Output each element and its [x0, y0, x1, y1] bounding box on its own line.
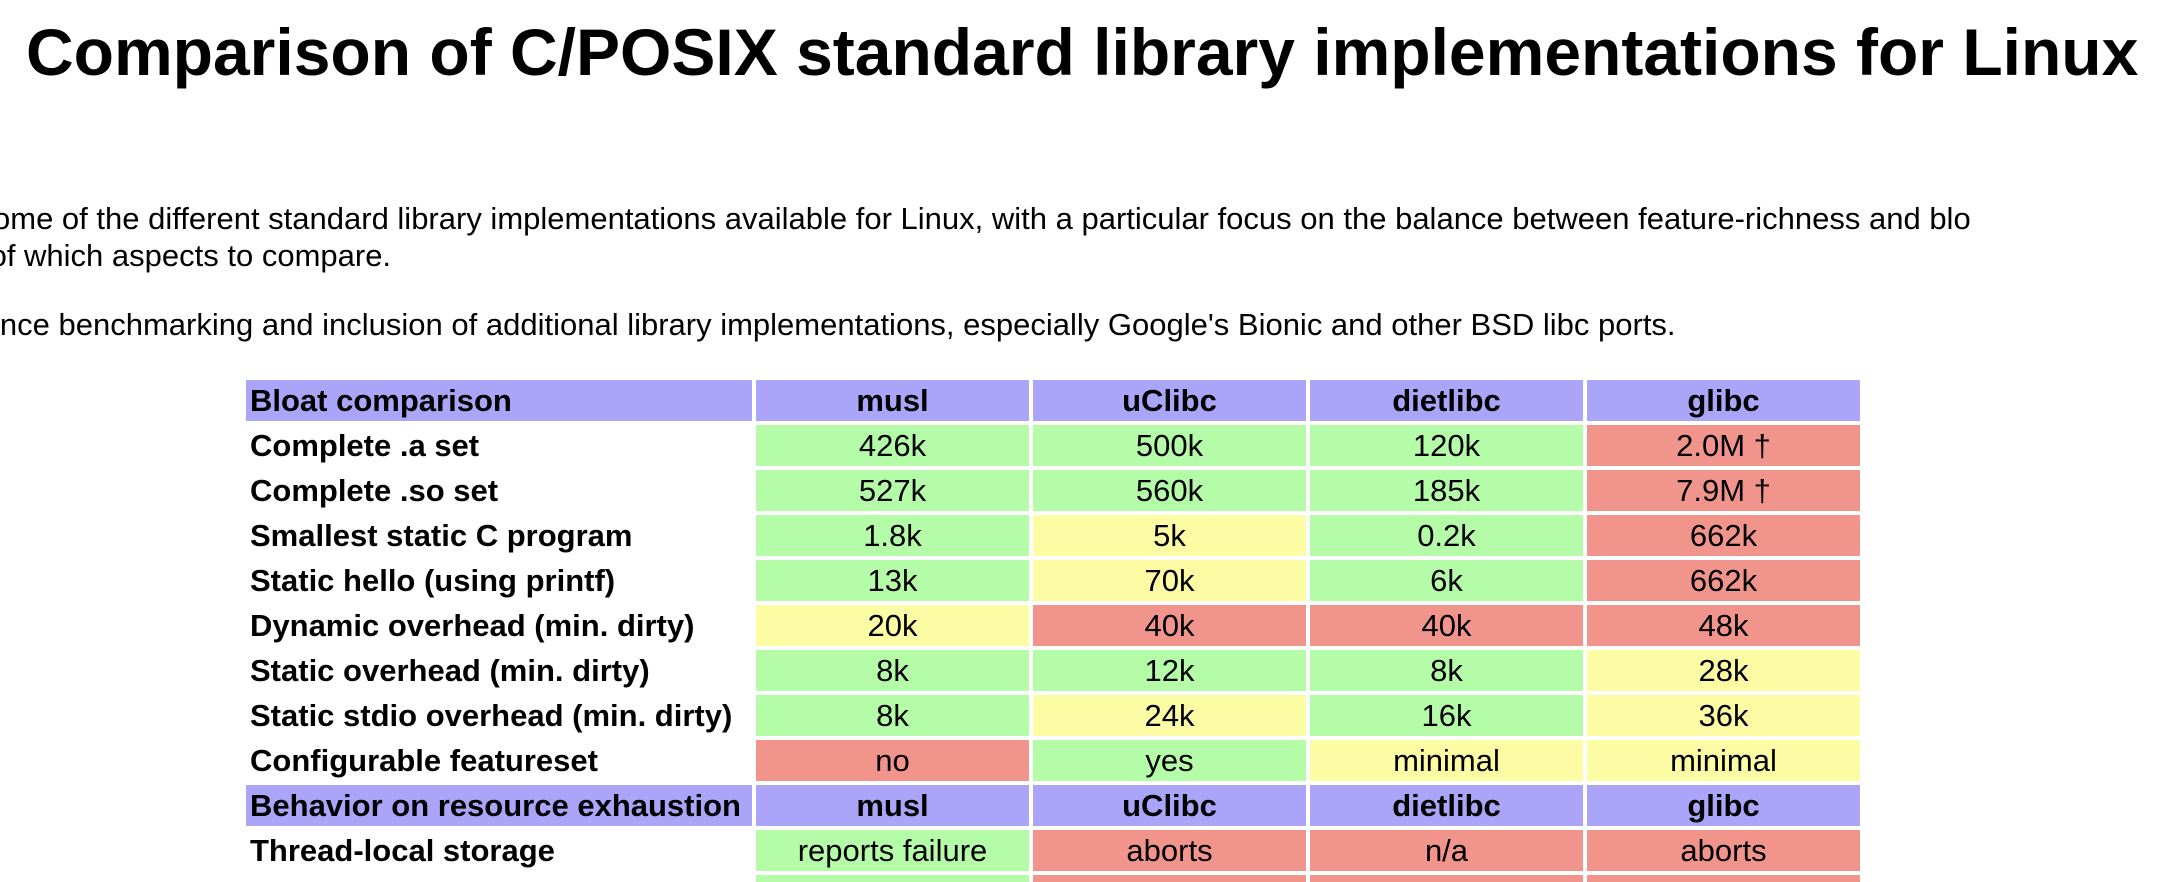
table-cell: 662k: [1587, 515, 1860, 556]
table-row: Smallest static C program 1.8k 5k 0.2k 662k: [246, 515, 1860, 556]
table-cell: 662k: [1587, 560, 1860, 601]
table-cell: 185k: [1310, 470, 1583, 511]
table-cell: n/a: [1310, 830, 1583, 871]
table-section-header: Behavior on resource exhaustion musl uClib…: [246, 785, 1860, 826]
table-cell: 36k: [1587, 695, 1860, 736]
column-header: uClibc: [1033, 380, 1306, 421]
table-cell: aborts: [1033, 830, 1306, 871]
intro-paragraph-1: arison of some of the different standard…: [0, 200, 1971, 274]
row-label: Complete .a set: [250, 428, 480, 463]
table-section-header: Bloat comparison musl uClibc dietlibc glibc: [246, 380, 1860, 421]
table-cell: no: [756, 740, 1029, 781]
table-cell: 120k: [1310, 425, 1583, 466]
row-label: Thread-local storage: [250, 833, 555, 868]
column-header: dietlibc: [1310, 785, 1583, 826]
table-row: SIGEV_THREAD timers no failure n/a n/a lost …: [246, 875, 1860, 882]
table-cell: no failure: [756, 875, 1029, 882]
table-cell: 426k: [756, 425, 1029, 466]
table-cell: 24k: [1033, 695, 1306, 736]
table-cell: minimal: [1587, 740, 1860, 781]
table-row: Static hello (using printf) 13k 70k 6k 662k: [246, 560, 1860, 601]
table-cell: 13k: [756, 560, 1029, 601]
intro-line-2: ny choice of which aspects to compare.: [0, 238, 392, 273]
table-cell: 560k: [1033, 470, 1306, 511]
row-label: Static overhead (min. dirty): [250, 653, 650, 688]
table-cell: 0.2k: [1310, 515, 1583, 556]
table-cell: 28k: [1587, 650, 1860, 691]
table-cell: 5k: [1033, 515, 1306, 556]
table-row: Configurable featureset no yes minimal minim…: [246, 740, 1860, 781]
row-label: Dynamic overhead (min. dirty): [250, 608, 695, 643]
row-label: SIGEV_THREAD timers: [246, 875, 752, 882]
table-cell: aborts: [1587, 830, 1860, 871]
table-row: Static stdio overhead (min. dirty) 8k 24k 1…: [246, 695, 1860, 736]
table-cell: 7.9M †: [1587, 470, 1860, 511]
row-label: Static hello (using printf): [250, 563, 616, 598]
section-title: Bloat comparison: [246, 380, 752, 421]
column-header: dietlibc: [1310, 380, 1583, 421]
table-cell: 2.0M †: [1587, 425, 1860, 466]
table-cell: 500k: [1033, 425, 1306, 466]
section-title: Behavior on resource exhaustion: [246, 785, 752, 826]
column-header: musl: [756, 380, 1029, 421]
table-cell: yes: [1033, 740, 1306, 781]
table-cell: 8k: [756, 695, 1029, 736]
table-row: Static overhead (min. dirty) 8k 12k 8k 28k: [246, 650, 1860, 691]
table-row: Dynamic overhead (min. dirty) 20k 40k 40k 48…: [246, 605, 1860, 646]
comparison-table-body: Bloat comparison musl uClibc dietlibc glibc C…: [246, 380, 1860, 882]
intro-paragraph-2: d performance benchmarking and inclusion…: [0, 307, 1676, 342]
page-title: Comparison of C/POSIX standard library i…: [26, 15, 2139, 89]
row-label: Smallest static C program: [250, 518, 633, 553]
table-cell: 16k: [1310, 695, 1583, 736]
column-header: musl: [756, 785, 1029, 826]
table-row: Thread-local storage reports failure abort…: [246, 830, 1860, 871]
table-cell: 8k: [1310, 650, 1583, 691]
table-cell: n/a: [1033, 875, 1306, 882]
comparison-table: Bloat comparison musl uClibc dietlibc glibc C…: [242, 376, 1864, 882]
table-cell: 70k: [1033, 560, 1306, 601]
column-header: glibc: [1587, 785, 1860, 826]
table-cell: 40k: [1310, 605, 1583, 646]
table-cell: 8k: [756, 650, 1029, 691]
table-cell: lost overruns: [1587, 875, 1860, 882]
column-header: uClibc: [1033, 785, 1306, 826]
table-cell: 12k: [1033, 650, 1306, 691]
row-label: Configurable featureset: [250, 743, 598, 778]
row-label: Static stdio overhead (min. dirty): [250, 698, 733, 733]
table-cell: minimal: [1310, 740, 1583, 781]
table-cell: 48k: [1587, 605, 1860, 646]
table-cell: n/a: [1310, 875, 1583, 882]
table-cell: 40k: [1033, 605, 1306, 646]
column-header: glibc: [1587, 380, 1860, 421]
table-cell: 6k: [1310, 560, 1583, 601]
table-cell: reports failure: [756, 830, 1029, 871]
intro-line-1: arison of some of the different standard…: [0, 201, 1971, 236]
row-label: Complete .so set: [250, 473, 499, 508]
table-row: Complete .so set 527k 560k 185k 7.9M †: [246, 470, 1860, 511]
table-cell: 20k: [756, 605, 1029, 646]
table-row: Complete .a set 426k 500k 120k 2.0M †: [246, 425, 1860, 466]
table-cell: 527k: [756, 470, 1029, 511]
table-cell: 1.8k: [756, 515, 1029, 556]
